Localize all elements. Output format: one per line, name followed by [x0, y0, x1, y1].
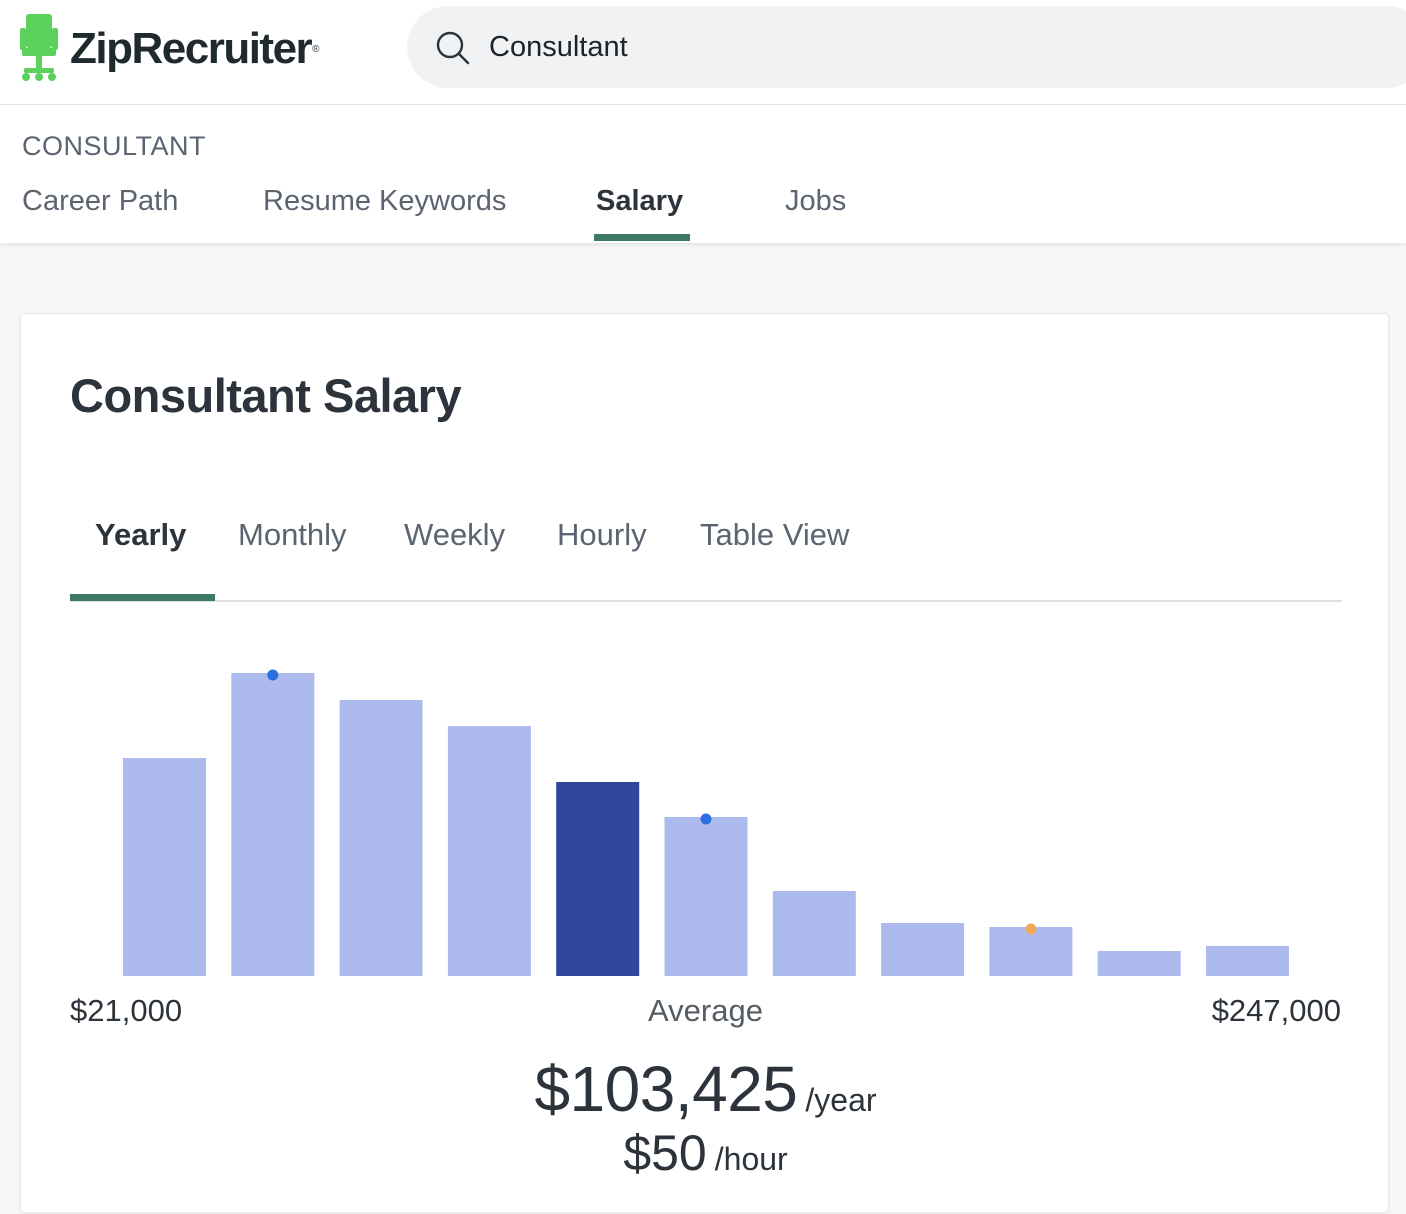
- average-hourly-amount: $50: [623, 1125, 707, 1181]
- job-subnav: CONSULTANT Career Path Resume Keywords S…: [0, 105, 1406, 243]
- tab-yearly[interactable]: Yearly: [95, 517, 187, 552]
- average-hourly-unit: /hour: [714, 1141, 788, 1177]
- ziprecruiter-logo[interactable]: ZipRecruiter ®: [18, 14, 320, 84]
- average-yearly: $103,425/year: [21, 1052, 1390, 1126]
- top-header: ZipRecruiter ®: [0, 0, 1406, 105]
- search-input[interactable]: [489, 26, 1189, 68]
- period-tabs-divider: [70, 600, 1342, 602]
- histogram-bar[interactable]: [881, 923, 965, 976]
- average-yearly-unit: /year: [805, 1082, 877, 1118]
- tab-resume-keywords[interactable]: Resume Keywords: [263, 185, 507, 217]
- search-icon[interactable]: [435, 30, 471, 66]
- brand-name: ZipRecruiter: [70, 24, 313, 73]
- registered-mark: ®: [312, 43, 320, 55]
- average-hourly: $50/hour: [21, 1124, 1390, 1182]
- average-label: Average: [648, 993, 763, 1028]
- active-period-indicator: [70, 594, 215, 601]
- histogram-marker: [1025, 923, 1037, 935]
- histogram-marker: [267, 669, 279, 681]
- histogram-bar[interactable]: [989, 927, 1073, 976]
- histogram-marker: [700, 813, 712, 825]
- tab-table-view[interactable]: Table View: [700, 517, 850, 552]
- histogram-bar[interactable]: [556, 782, 640, 976]
- histogram-bar[interactable]: [664, 817, 748, 976]
- histogram-svg: [123, 669, 1289, 976]
- range-min-label: $21,000: [70, 993, 183, 1028]
- histogram-bar[interactable]: [1206, 946, 1289, 976]
- search-bar[interactable]: [407, 6, 1406, 88]
- tab-hourly[interactable]: Hourly: [557, 517, 647, 552]
- salary-histogram: [21, 314, 1390, 1214]
- histogram-bar[interactable]: [1097, 951, 1181, 976]
- page-title: Consultant Salary: [70, 369, 462, 422]
- tab-weekly[interactable]: Weekly: [404, 517, 506, 552]
- histogram-bar[interactable]: [447, 726, 531, 976]
- salary-card: Consultant Salary Yearly Monthly Weekly …: [20, 313, 1389, 1213]
- histogram-bar[interactable]: [123, 758, 206, 976]
- job-title-crumb: CONSULTANT: [22, 131, 207, 161]
- tab-career-path[interactable]: Career Path: [22, 185, 179, 217]
- active-tab-indicator: [594, 234, 690, 241]
- histogram-bar[interactable]: [772, 891, 856, 976]
- chair-icon: [20, 14, 58, 81]
- histogram-bar[interactable]: [339, 700, 423, 976]
- tab-salary[interactable]: Salary: [596, 185, 684, 217]
- range-max-label: $247,000: [1211, 993, 1341, 1028]
- average-yearly-amount: $103,425: [534, 1053, 798, 1125]
- tab-monthly[interactable]: Monthly: [238, 517, 347, 552]
- histogram-bar[interactable]: [231, 673, 315, 976]
- tab-jobs[interactable]: Jobs: [785, 185, 847, 217]
